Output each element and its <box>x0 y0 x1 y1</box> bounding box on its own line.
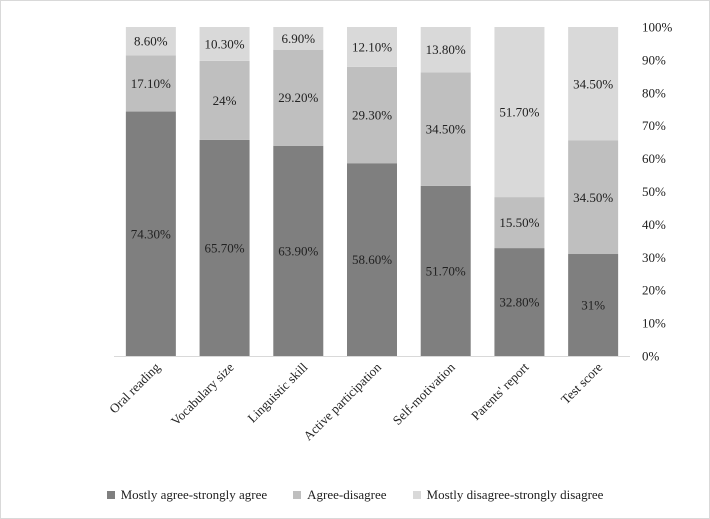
data-label-linguistic-skill-mostly-agree-strongly-agree: 63.90% <box>278 243 318 258</box>
data-label-self-motivation-agree-disagree: 34.50% <box>426 122 466 137</box>
legend-item-mostly-disagree: Mostly disagree-strongly disagree <box>412 487 604 503</box>
x-category-label-oral-reading: Oral reading <box>106 359 163 416</box>
x-category-label-linguistic-skill: Linguistic skill <box>244 359 310 425</box>
legend-swatch-mostly-agree <box>106 491 115 499</box>
x-category-label-test-score: Test score <box>558 359 606 407</box>
y-tick-label: 20% <box>642 283 666 298</box>
bar-self-motivation-mostly-agree-strongly-agree <box>420 185 471 356</box>
data-label-parents-report-mostly-disagree-strongly-disagree: 51.70% <box>499 105 539 120</box>
data-label-linguistic-skill-mostly-disagree-strongly-disagree: 6.90% <box>281 31 315 46</box>
y-tick-label: 10% <box>642 316 666 331</box>
y-tick-label: 60% <box>642 151 666 166</box>
data-label-parents-report-agree-disagree: 15.50% <box>499 215 539 230</box>
bar-active-participation-mostly-agree-strongly-agree <box>347 163 397 356</box>
bar-linguistic-skill-agree-disagree <box>273 49 324 146</box>
data-label-linguistic-skill-agree-disagree: 29.20% <box>278 90 318 105</box>
bar-self-motivation-mostly-disagree-strongly-disagree <box>420 27 471 73</box>
bar-test-score-mostly-disagree-strongly-disagree <box>568 27 619 141</box>
data-label-self-motivation-mostly-agree-strongly-agree: 51.70% <box>426 263 466 278</box>
data-label-test-score-mostly-agree-strongly-agree: 31% <box>581 298 605 313</box>
y-tick-label: 50% <box>642 184 666 199</box>
data-label-parents-report-mostly-agree-strongly-agree: 32.80% <box>499 295 539 310</box>
bar-vocabulary-size-agree-disagree <box>199 60 250 140</box>
y-tick-label: 0% <box>642 349 660 364</box>
legend-swatch-mostly-disagree <box>412 491 421 499</box>
bar-self-motivation-agree-disagree <box>420 72 471 186</box>
bar-vocabulary-size-mostly-agree-strongly-agree <box>199 139 250 356</box>
legend-item-agree-disagree: Agree-disagree <box>293 487 387 503</box>
data-label-oral-reading-agree-disagree: 17.10% <box>131 76 171 91</box>
legend-item-mostly-agree: Mostly agree-strongly agree <box>106 487 268 503</box>
data-label-oral-reading-mostly-disagree-strongly-disagree: 8.60% <box>134 34 168 49</box>
bar-oral-reading-agree-disagree <box>125 55 176 112</box>
data-label-test-score-mostly-disagree-strongly-disagree: 34.50% <box>573 76 613 91</box>
data-label-test-score-agree-disagree: 34.50% <box>573 190 613 205</box>
bar-active-participation-agree-disagree <box>347 66 397 164</box>
data-label-active-participation-agree-disagree: 29.30% <box>352 108 392 123</box>
y-tick-label: 70% <box>642 118 666 133</box>
legend-swatch-agree-disagree <box>293 491 302 499</box>
bar-test-score-mostly-agree-strongly-agree <box>568 254 619 356</box>
bar-parents-report-agree-disagree <box>494 197 545 249</box>
bar-linguistic-skill-mostly-agree-strongly-agree <box>273 145 324 356</box>
data-label-self-motivation-mostly-disagree-strongly-disagree: 13.80% <box>426 42 466 57</box>
bar-test-score-agree-disagree <box>568 140 619 255</box>
x-category-label-self-motivation: Self-motivation <box>390 359 459 428</box>
data-label-active-participation-mostly-agree-strongly-agree: 58.60% <box>352 252 392 267</box>
bar-oral-reading-mostly-disagree-strongly-disagree <box>125 27 176 56</box>
data-label-oral-reading-mostly-agree-strongly-agree: 74.30% <box>131 226 171 241</box>
bar-vocabulary-size-mostly-disagree-strongly-disagree <box>199 27 250 61</box>
bar-active-participation-mostly-disagree-strongly-disagree <box>347 27 397 67</box>
bar-linguistic-skill-mostly-disagree-strongly-disagree <box>273 27 324 50</box>
x-category-label-vocabulary-size: Vocabulary size <box>168 359 237 428</box>
y-tick-label: 30% <box>642 250 666 265</box>
stacked-bar-chart: 0% 10% 20% 30% 40% 50% 60% 70% 80% 90% 100% 74.30% 1… <box>106 20 673 444</box>
legend: Mostly agree-strongly agree Agree-disagr… <box>0 484 710 506</box>
legend-label-mostly-disagree: Mostly disagree-strongly disagree <box>426 487 604 502</box>
data-label-active-participation-mostly-disagree-strongly-disagree: 12.10% <box>352 39 392 54</box>
bar-parents-report-mostly-disagree-strongly-disagree <box>494 27 545 198</box>
bar-oral-reading-mostly-agree-strongly-agree <box>125 111 176 356</box>
legend-label-agree-disagree: Agree-disagree <box>307 487 387 502</box>
data-label-vocabulary-size-agree-disagree: 24% <box>213 93 237 108</box>
y-tick-label: 40% <box>642 217 666 232</box>
x-category-label-parents-report: Parents' report <box>468 359 532 423</box>
bar-parents-report-mostly-agree-strongly-agree <box>494 248 545 356</box>
legend-label-mostly-agree: Mostly agree-strongly agree <box>120 487 268 502</box>
data-label-vocabulary-size-mostly-disagree-strongly-disagree: 10.30% <box>205 36 245 51</box>
y-tick-label: 90% <box>642 52 666 67</box>
data-label-vocabulary-size-mostly-agree-strongly-agree: 65.70% <box>205 240 245 255</box>
x-category-label-active-participation: Active participation <box>300 359 384 443</box>
y-tick-label: 100% <box>642 20 673 35</box>
y-tick-label: 80% <box>642 85 666 100</box>
